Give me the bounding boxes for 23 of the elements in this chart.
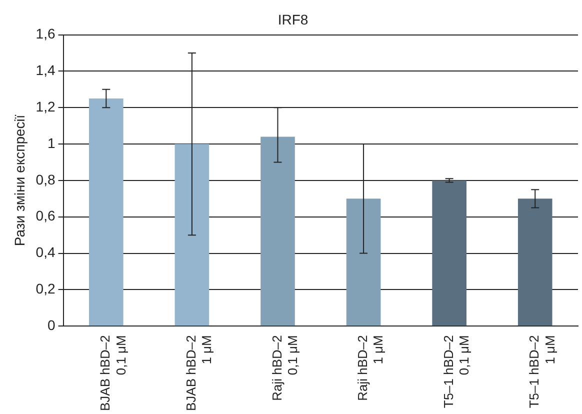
x-tick-label: BJAB hBD–2 1 μM <box>184 335 214 411</box>
y-tick-label: 1,6 <box>36 26 56 42</box>
bar <box>174 144 210 326</box>
x-tick-label: Raji hBD–2 1 μM <box>355 335 386 401</box>
x-tick-label: T5–1 hBD–2 0,1 μM <box>440 335 472 408</box>
chart-title: IRF8 <box>278 11 308 28</box>
y-tick-label: 1,4 <box>36 62 56 78</box>
y-tick-label: 0,2 <box>36 280 56 297</box>
y-tick-label: 0,8 <box>36 171 56 188</box>
y-tick-label: 1,2 <box>36 98 56 114</box>
bar <box>346 198 381 326</box>
y-tick-label: 1 <box>47 134 56 151</box>
bar <box>518 198 552 326</box>
x-tick-label: Raji hBD–2 0,1 μM <box>269 335 300 401</box>
bar <box>89 98 124 326</box>
y-tick-label: 0,4 <box>36 244 56 260</box>
y-tick-label: 0,6 <box>36 208 56 224</box>
x-tick-label: BJAB hBD–2 0,1 μM <box>98 335 128 411</box>
bar <box>432 180 466 326</box>
y-tick-label: 0 <box>47 316 56 333</box>
y-axis-title: Рази зміни експресії <box>11 114 28 246</box>
x-tick-label: T5–1 hBD–2 1 μM <box>526 335 558 408</box>
bar <box>260 136 295 326</box>
